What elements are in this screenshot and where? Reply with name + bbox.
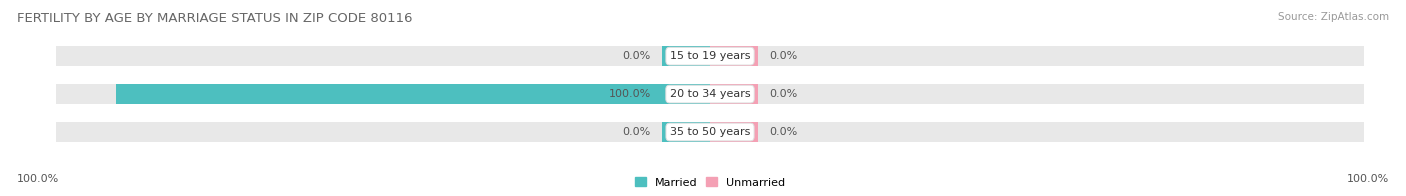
Text: FERTILITY BY AGE BY MARRIAGE STATUS IN ZIP CODE 80116: FERTILITY BY AGE BY MARRIAGE STATUS IN Z… [17,12,412,25]
Text: 0.0%: 0.0% [769,51,797,61]
Bar [662,46,710,66]
Text: 100.0%: 100.0% [17,174,59,184]
Text: 0.0%: 0.0% [623,51,651,61]
Bar [56,122,1364,142]
Bar [115,84,710,104]
Text: 100.0%: 100.0% [609,89,651,99]
Legend: Married, Unmarried: Married, Unmarried [630,173,790,192]
Text: 0.0%: 0.0% [623,127,651,137]
Bar [56,46,1364,66]
Text: 35 to 50 years: 35 to 50 years [669,127,751,137]
Bar [710,84,758,104]
Bar [662,84,710,104]
Bar [56,84,1364,104]
Text: 0.0%: 0.0% [769,89,797,99]
Bar [710,46,758,66]
Text: 100.0%: 100.0% [1347,174,1389,184]
Bar [662,122,710,142]
Bar [710,122,758,142]
Text: 0.0%: 0.0% [769,127,797,137]
Text: 20 to 34 years: 20 to 34 years [669,89,751,99]
Text: 15 to 19 years: 15 to 19 years [669,51,751,61]
Text: Source: ZipAtlas.com: Source: ZipAtlas.com [1278,12,1389,22]
